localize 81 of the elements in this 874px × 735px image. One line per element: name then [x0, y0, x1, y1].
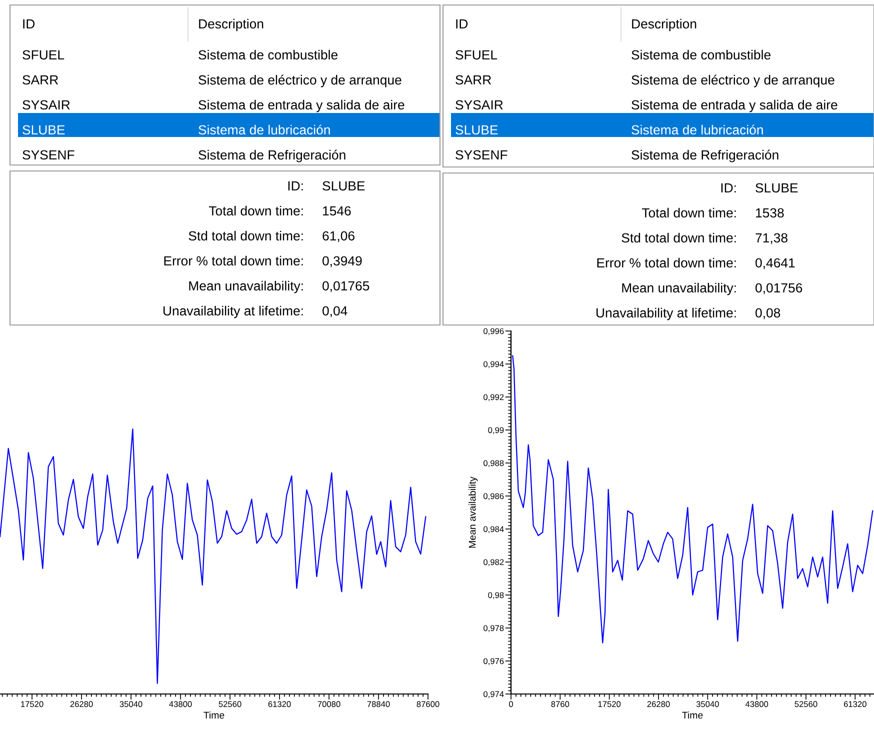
text: Unavailability at lifetime:	[596, 308, 736, 320]
y-tick-label: 0,99	[488, 427, 504, 434]
text: 0,3949	[322, 256, 362, 268]
text: ID:	[288, 181, 303, 190]
y-tick-label: 0,996	[484, 328, 504, 336]
y-tick-label: 0,994	[484, 361, 504, 368]
text: Sistema de entrada y salida de aire	[198, 100, 404, 112]
text: 71,38	[756, 233, 788, 244]
text: Sistema de Refrigeración	[632, 150, 778, 162]
text: SARR	[22, 75, 58, 85]
text: Description	[632, 18, 696, 32]
text: SLUBE	[456, 125, 498, 135]
text: SYSAIR	[22, 100, 70, 110]
text: Sistema de lubricación	[632, 124, 763, 135]
y-tick-label: 0,978	[484, 625, 504, 632]
text: Sistema de Refrigeración	[198, 150, 346, 162]
text: Total down time:	[642, 208, 736, 218]
text: Error % total down time:	[597, 258, 736, 268]
text: SLUBE	[22, 125, 65, 135]
y-axis-title: Mean availability	[468, 476, 478, 548]
text: Sistema de combustible	[198, 50, 338, 60]
x-tick-label: 78840	[367, 701, 390, 708]
text: Sistema de entrada y salida de aire	[632, 100, 838, 112]
x-tick-label: 61320	[844, 701, 866, 708]
y-tick-label: 0,986	[484, 493, 504, 500]
x-tick-label: 52560	[794, 701, 818, 708]
y-tick-label: 0,982	[484, 559, 504, 566]
text: 61,06	[322, 231, 354, 242]
text: 0,08	[756, 308, 780, 320]
x-axis-title: Time	[204, 711, 224, 719]
x-tick-label: 70080	[318, 701, 340, 708]
text: ID:	[721, 183, 736, 192]
text: SFUEL	[22, 50, 64, 60]
x-tick-label: 43800	[169, 701, 192, 708]
x-tick-label: 43800	[745, 701, 768, 708]
text: SYSAIR	[456, 100, 503, 110]
y-tick-label: 0,974	[484, 691, 504, 698]
x-tick-label: 35040	[120, 701, 142, 708]
y-tick-label: 0,984	[484, 526, 504, 534]
text: ID	[456, 19, 468, 28]
text: SFUEL	[456, 50, 498, 60]
text: 0,01756	[756, 283, 802, 294]
text: Mean unavailability:	[622, 282, 736, 296]
text: Description	[199, 18, 264, 32]
text: SYSENF	[456, 150, 508, 160]
y-tick-label: 0,98	[488, 592, 504, 600]
y-tick-label: 0,988	[484, 460, 504, 468]
x-tick-label: 52560	[218, 701, 242, 708]
text: Total down time:	[208, 206, 303, 216]
x-tick-label: 35040	[696, 701, 719, 708]
text: Unavailability at lifetime:	[163, 306, 303, 318]
text: SARR	[456, 75, 492, 85]
text: Sistema de eléctrico y de arranque	[198, 74, 402, 88]
x-tick-label: 26280	[70, 701, 93, 708]
text: 1546	[323, 206, 351, 216]
text: 0,4641	[756, 258, 795, 270]
text: ID	[23, 19, 35, 28]
x-tick-label: 26280	[647, 701, 670, 708]
text: Sistema de eléctrico y de arranque	[632, 74, 834, 88]
x-tick-label: 17520	[598, 701, 621, 708]
line-series	[512, 355, 874, 644]
text: Std total down time:	[622, 232, 736, 243]
text: SYSENF	[22, 150, 74, 160]
text: SLUBE	[756, 183, 798, 193]
x-tick-label: 87600	[416, 701, 440, 708]
x-axis-title: Time	[682, 711, 703, 719]
y-tick-label: 0,976	[484, 658, 504, 666]
x-tick-label: 0	[509, 701, 513, 708]
text: Std total down time:	[188, 230, 303, 241]
x-tick-label: 17520	[21, 701, 44, 708]
text: Sistema de combustible	[632, 50, 770, 60]
text: 0,01765	[322, 281, 370, 292]
x-tick-label: 61320	[268, 701, 291, 708]
text: Error % total down time:	[164, 256, 303, 266]
x-tick-label: 8760	[551, 701, 570, 708]
text: Sistema de lubricación	[198, 124, 330, 135]
text: 1538	[756, 208, 784, 218]
y-tick-label: 0,992	[484, 394, 504, 402]
text: 0,04	[322, 306, 348, 318]
text: SLUBE	[322, 181, 365, 191]
text: Mean unavailability:	[189, 280, 303, 294]
